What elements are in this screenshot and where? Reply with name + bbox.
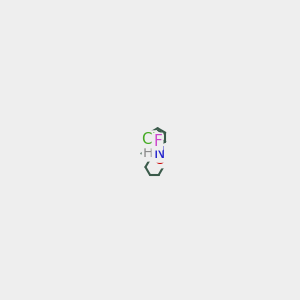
- Text: O: O: [153, 152, 165, 167]
- Text: H: H: [142, 146, 153, 160]
- Text: F: F: [153, 134, 162, 149]
- Text: O: O: [143, 145, 155, 160]
- Text: Cl: Cl: [141, 132, 156, 147]
- Text: N: N: [153, 146, 164, 161]
